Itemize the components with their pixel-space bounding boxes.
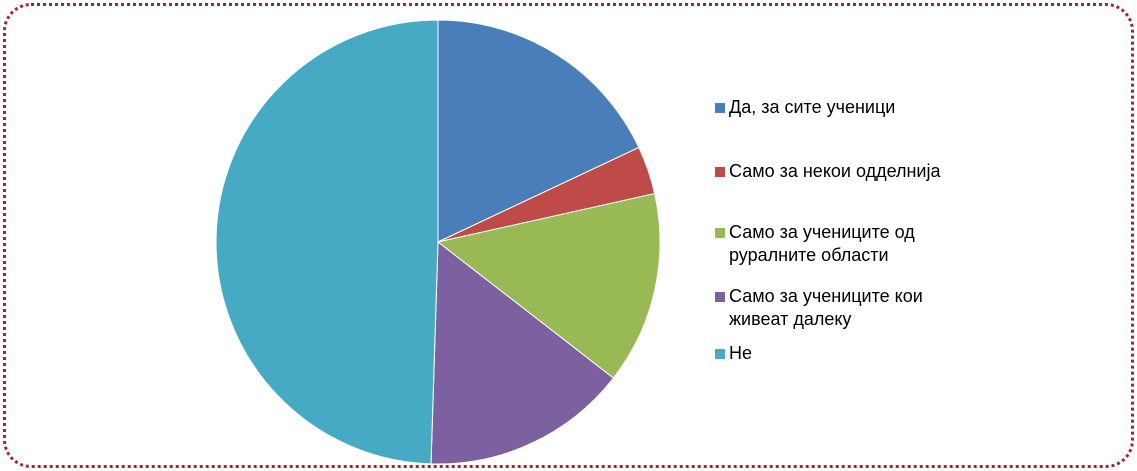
legend-label: Не (729, 343, 753, 363)
pie-slice (436, 192, 661, 379)
legend-swatch (715, 349, 725, 359)
pie-slice (430, 241, 615, 465)
pie-slice (215, 19, 439, 465)
legend-label: Да, за сите ученици (729, 97, 896, 117)
pie-slice (437, 19, 640, 243)
legend-entry: Само за учениците кои живеат далеку (715, 285, 965, 331)
legend-label: Само за учениците кои живеат далеку (729, 286, 923, 329)
legend-entry: Не (715, 342, 965, 365)
legend-swatch (715, 103, 725, 113)
legend-label: Само за некои одделнија (729, 161, 941, 181)
legend-entry: Само за учениците од руралните области (715, 221, 965, 267)
legend-swatch (715, 228, 725, 238)
legend-swatch (715, 292, 725, 302)
chart-border (3, 3, 1134, 468)
legend-label: Само за учениците од руралните области (729, 222, 915, 265)
legend-entry: Само за некои одделнија (715, 160, 965, 183)
legend-swatch (715, 167, 725, 177)
legend-entry: Да, за сите ученици (715, 96, 965, 119)
